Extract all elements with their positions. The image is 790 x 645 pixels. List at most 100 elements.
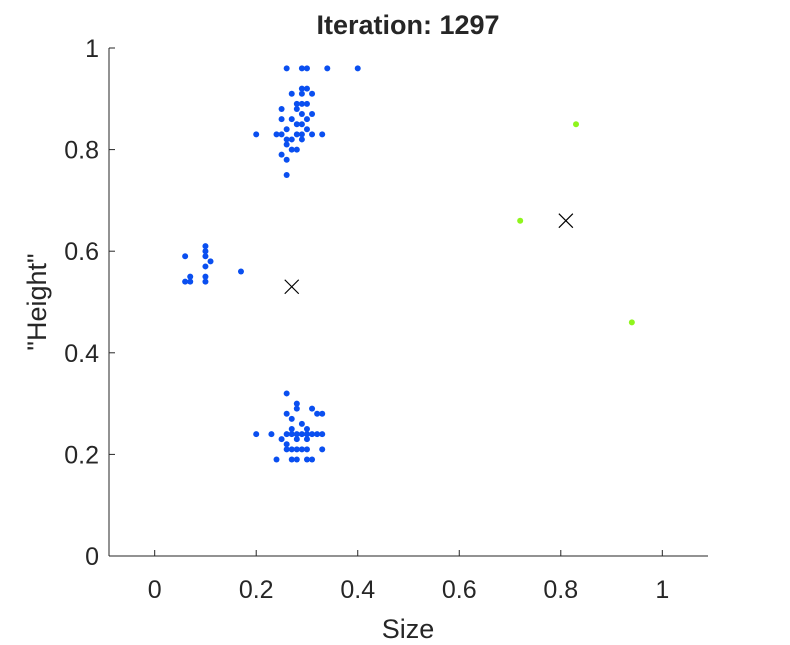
data-point-series-1 bbox=[298, 431, 305, 438]
x-tick-label: 0.2 bbox=[239, 576, 274, 604]
data-point-series-1 bbox=[207, 258, 214, 265]
data-point-series-1 bbox=[283, 390, 290, 397]
data-point-series-1 bbox=[278, 436, 285, 443]
y-tick-label: 0.6 bbox=[64, 238, 99, 266]
data-point-series-1 bbox=[202, 243, 209, 250]
data-point-series-1 bbox=[298, 85, 305, 92]
centroid-stroke bbox=[558, 213, 574, 229]
y-tick-label: 0.8 bbox=[64, 137, 99, 165]
data-point-series-1 bbox=[288, 415, 295, 422]
y-axis-label: "Height" bbox=[22, 253, 52, 350]
data-point-series-1 bbox=[303, 126, 310, 133]
data-point-series-1 bbox=[319, 131, 326, 138]
data-point-series-1 bbox=[288, 116, 295, 123]
data-point-series-1 bbox=[298, 420, 305, 427]
data-marks bbox=[182, 65, 635, 463]
data-point-series-1 bbox=[283, 126, 290, 133]
data-point-series-1 bbox=[202, 263, 209, 270]
data-point-series-1 bbox=[288, 456, 295, 463]
data-point-series-1 bbox=[278, 151, 285, 158]
data-point-series-1 bbox=[187, 273, 194, 280]
data-point-series-1 bbox=[202, 273, 209, 280]
data-point-series-1 bbox=[182, 253, 189, 260]
data-point-series-1 bbox=[293, 105, 300, 112]
data-point-series-1 bbox=[288, 426, 295, 432]
data-point-series-1 bbox=[303, 431, 310, 438]
data-point-series-1 bbox=[283, 141, 290, 148]
data-point-series-1 bbox=[298, 446, 305, 453]
y-tick-label: 0 bbox=[85, 543, 99, 571]
data-point-series-1 bbox=[283, 410, 290, 417]
plot-axes bbox=[108, 48, 708, 557]
data-point-series-1 bbox=[303, 85, 310, 92]
data-point-series-1 bbox=[288, 90, 295, 97]
chart-title: Iteration: 1297 bbox=[316, 10, 499, 40]
data-point-series-1 bbox=[202, 278, 209, 285]
data-point-series-1 bbox=[303, 436, 310, 443]
data-point-series-1 bbox=[319, 431, 326, 438]
data-point-series-1 bbox=[278, 131, 285, 138]
x-tick-label: 1 bbox=[655, 576, 669, 604]
data-point-series-1 bbox=[293, 431, 300, 438]
tick-group: 0 0.2 0.4 0.6 0.8 1 0 0.2 0.4 0.6 0.8 1 bbox=[64, 35, 669, 604]
data-point-series-1 bbox=[283, 172, 290, 178]
data-point-series-1 bbox=[319, 446, 326, 453]
data-point-series-1 bbox=[293, 436, 300, 443]
data-point-series-1 bbox=[202, 253, 209, 260]
data-point-series-1 bbox=[298, 65, 305, 72]
x-tick-label: 0 bbox=[148, 576, 162, 604]
data-point-series-1 bbox=[283, 431, 290, 438]
data-point-series-1 bbox=[268, 431, 275, 438]
x-tick-label: 0.6 bbox=[442, 576, 477, 604]
y-tick-label: 0.2 bbox=[64, 441, 99, 469]
data-point-series-1 bbox=[293, 146, 300, 153]
data-point-series-1 bbox=[298, 90, 305, 97]
x-tick-label: 0.4 bbox=[340, 576, 375, 604]
data-point-series-1 bbox=[309, 456, 316, 463]
data-point-series-1 bbox=[283, 136, 290, 143]
data-point-series-1 bbox=[293, 456, 300, 463]
data-point-series-1 bbox=[293, 100, 300, 107]
data-point-series-1 bbox=[278, 116, 285, 123]
x-axis-label: Size bbox=[382, 614, 435, 644]
data-point-series-1 bbox=[283, 441, 290, 448]
data-point-series-1 bbox=[309, 431, 316, 438]
data-point-series-1 bbox=[298, 121, 305, 128]
data-point-series-1 bbox=[354, 65, 361, 72]
data-point-series-1 bbox=[303, 100, 310, 107]
data-point-series-1 bbox=[288, 446, 295, 453]
data-point-series-1 bbox=[314, 431, 321, 438]
centroid-marker bbox=[558, 213, 574, 229]
data-point-series-1 bbox=[202, 248, 209, 255]
data-point-series-1 bbox=[314, 410, 321, 417]
x-tick-label: 0.8 bbox=[543, 576, 578, 604]
data-point-series-1 bbox=[303, 446, 310, 453]
data-point-series-1 bbox=[298, 100, 305, 107]
data-point-series-1 bbox=[309, 111, 316, 118]
data-point-series-1 bbox=[182, 278, 189, 285]
data-point-series-1 bbox=[293, 400, 300, 407]
data-point-series-1 bbox=[253, 131, 260, 138]
data-point-series-1 bbox=[298, 131, 305, 138]
data-point-series-1 bbox=[293, 121, 300, 128]
data-point-series-2 bbox=[628, 319, 635, 326]
data-point-series-1 bbox=[278, 105, 285, 112]
data-point-series-1 bbox=[283, 446, 290, 453]
data-point-series-1 bbox=[319, 410, 326, 417]
centroid-marker bbox=[284, 279, 300, 295]
data-point-series-2 bbox=[573, 121, 580, 128]
data-point-series-1 bbox=[303, 426, 310, 432]
centroid-stroke bbox=[284, 279, 300, 295]
data-point-series-1 bbox=[283, 65, 290, 72]
data-point-series-1 bbox=[298, 136, 305, 143]
data-point-series-1 bbox=[293, 446, 300, 453]
y-tick-label: 0.4 bbox=[64, 340, 99, 368]
data-point-series-2 bbox=[517, 217, 524, 224]
data-point-series-1 bbox=[288, 146, 295, 153]
data-point-series-1 bbox=[309, 131, 316, 138]
data-point-series-1 bbox=[293, 405, 300, 412]
data-point-series-1 bbox=[187, 278, 194, 285]
data-point-series-1 bbox=[283, 156, 290, 163]
data-point-series-1 bbox=[309, 405, 316, 412]
